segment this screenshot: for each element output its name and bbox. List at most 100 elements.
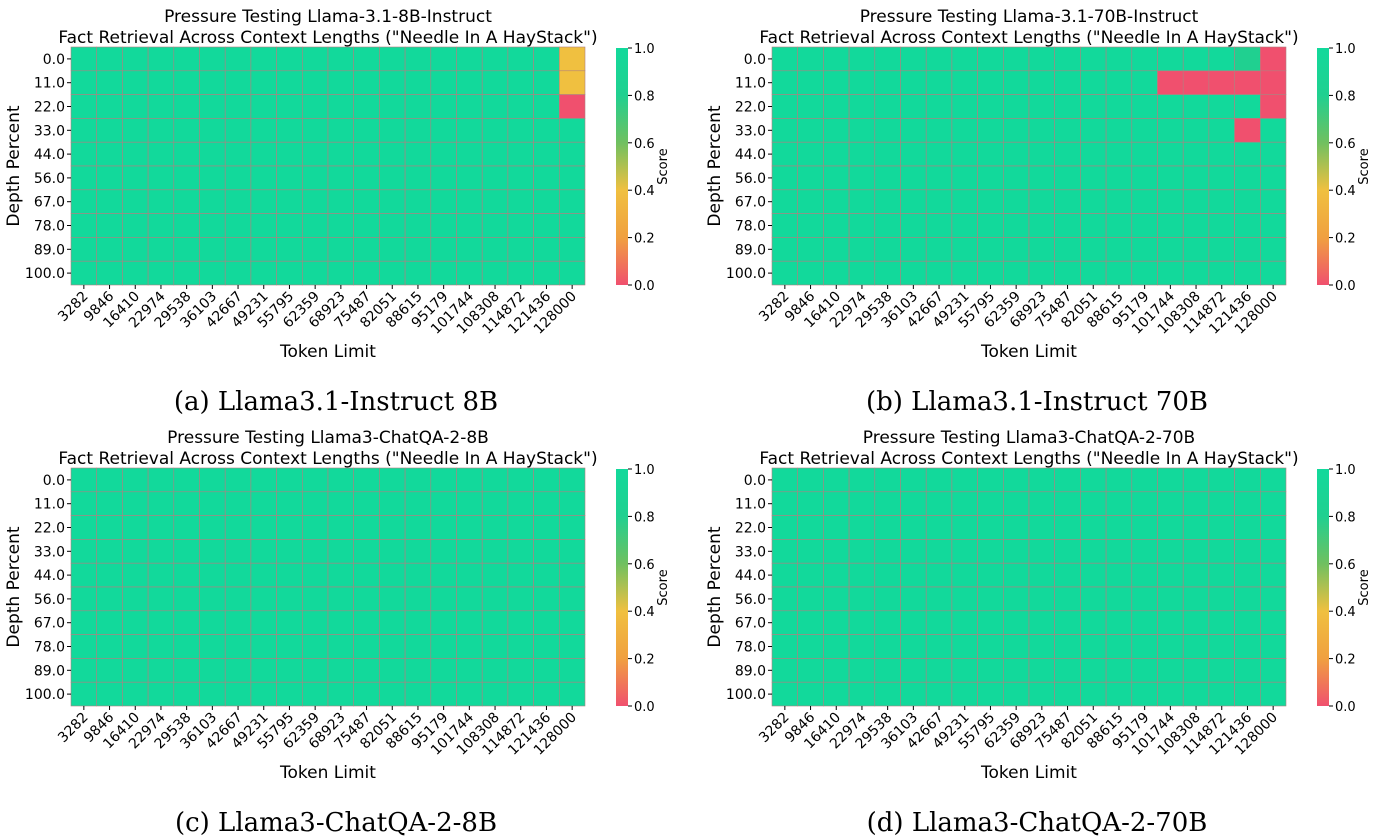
- heatmap-cell: [1131, 467, 1158, 493]
- y-tick-label: 67.0: [34, 195, 65, 211]
- heatmap-cell: [848, 141, 876, 167]
- heatmap-cell: [977, 118, 1004, 143]
- y-axis-label: Depth Percent: [4, 105, 24, 226]
- heatmap-cell: [797, 491, 824, 516]
- heatmap-cell: [823, 237, 850, 262]
- heatmap-cell: [224, 586, 252, 612]
- heatmap-cell: [250, 189, 277, 214]
- heatmap-cell: [379, 562, 406, 588]
- heatmap-cell: [558, 634, 586, 659]
- heatmap-cell: [70, 491, 98, 516]
- heatmap-cell: [404, 586, 432, 612]
- heatmap-cell: [404, 237, 432, 262]
- heatmap-cell: [70, 141, 98, 167]
- heatmap-cell: [951, 586, 978, 612]
- heatmap-cell: [848, 658, 876, 683]
- heatmap-cell: [977, 634, 1004, 659]
- heatmap-cell: [481, 94, 509, 119]
- heatmap-cell: [874, 562, 901, 588]
- y-tick-label: 11.0: [34, 76, 65, 92]
- heatmap-cell: [404, 213, 432, 238]
- heatmap-cell: [327, 658, 355, 683]
- heatmap-cell: [1131, 658, 1158, 683]
- heatmap-cell: [900, 260, 927, 286]
- heatmap-cell: [404, 539, 432, 564]
- heatmap-cell: [977, 189, 1004, 214]
- heatmap-cell: [1080, 118, 1107, 143]
- heatmap-cell: [925, 467, 953, 493]
- heatmap-cell: [70, 189, 98, 214]
- heatmap-cell: [951, 260, 978, 286]
- heatmap-cell: [1080, 658, 1107, 683]
- heatmap-cell: [1105, 260, 1133, 286]
- chart-title-line-1: Pressure Testing Llama-3.1-8B-Instruct: [164, 7, 492, 27]
- heatmap-cell: [507, 610, 534, 635]
- heatmap-cell: [533, 634, 560, 659]
- heatmap-cell: [1234, 260, 1261, 286]
- heatmap-cell: [224, 467, 252, 493]
- heatmap-cell: [797, 237, 824, 262]
- heatmap-cell: [1028, 634, 1056, 659]
- y-tick-label: 67.0: [735, 195, 766, 211]
- heatmap-cell: [276, 46, 303, 72]
- heatmap-cell: [771, 467, 799, 493]
- heatmap-cell: [1259, 467, 1287, 493]
- heatmap-cell: [925, 94, 953, 119]
- heatmap-cell: [122, 70, 149, 95]
- heatmap-cell: [1131, 118, 1158, 143]
- heatmap-cell: [1105, 118, 1133, 143]
- heatmap-cell: [301, 586, 329, 612]
- heatmap-cell: [353, 539, 380, 564]
- heatmap-cell: [558, 467, 586, 493]
- heatmap-cell: [1131, 165, 1158, 191]
- heatmap-cell: [1157, 237, 1184, 262]
- heatmap-cell: [147, 467, 175, 493]
- heatmap-cell-low-score: [1234, 118, 1261, 143]
- heatmap-cell: [1054, 165, 1081, 191]
- heatmap-cell: [1105, 165, 1133, 191]
- heatmap-cell: [1182, 94, 1210, 119]
- heatmap-cell: [1028, 165, 1056, 191]
- heatmap-cell: [379, 491, 406, 516]
- heatmap-cell: [481, 562, 509, 588]
- heatmap-cell: [977, 46, 1004, 72]
- heatmap-cell: [925, 237, 953, 262]
- y-tick-label: 56.0: [735, 171, 766, 187]
- heatmap-cell: [1002, 118, 1030, 143]
- heatmap-cell: [874, 189, 901, 214]
- heatmap-cell: [481, 658, 509, 683]
- heatmap-cell: [1182, 586, 1210, 612]
- heatmap-cell: [327, 562, 355, 588]
- heatmap-cell: [404, 681, 432, 707]
- heatmap-cell: [797, 213, 824, 238]
- heatmap-cell: [823, 539, 850, 564]
- heatmap-cell-low-score: [1259, 70, 1287, 95]
- heatmap-cell: [70, 610, 98, 635]
- heatmap-cell: [1182, 562, 1210, 588]
- heatmap-cell: [900, 118, 927, 143]
- heatmap-cell: [456, 658, 483, 683]
- heatmap-cell: [1259, 539, 1287, 564]
- heatmap-cell: [1054, 189, 1081, 214]
- colorbar-tick-label: 1.0: [1335, 463, 1356, 478]
- heatmap-cell: [404, 610, 432, 635]
- heatmap-cell: [1131, 610, 1158, 635]
- heatmap-cell: [301, 681, 329, 707]
- heatmap-cell: [327, 467, 355, 493]
- heatmap-cell: [507, 539, 534, 564]
- heatmap-cell: [456, 70, 483, 95]
- heatmap-cell: [276, 70, 303, 95]
- heatmap-cell: [353, 165, 380, 191]
- colorbar-tick-label: 1.0: [634, 42, 655, 57]
- heatmap-cell: [456, 515, 483, 540]
- heatmap-cell: [1054, 658, 1081, 683]
- colorbar-tick-label: 1.0: [1335, 42, 1356, 57]
- heatmap-cell: [301, 610, 329, 635]
- heatmap-cell: [1028, 658, 1056, 683]
- heatmap-cell: [276, 658, 303, 683]
- y-tick-label: 56.0: [34, 592, 65, 608]
- heatmap-cell: [1054, 237, 1081, 262]
- heatmap-cell: [224, 237, 252, 262]
- heatmap-cell: [797, 165, 824, 191]
- heatmap-cell: [977, 562, 1004, 588]
